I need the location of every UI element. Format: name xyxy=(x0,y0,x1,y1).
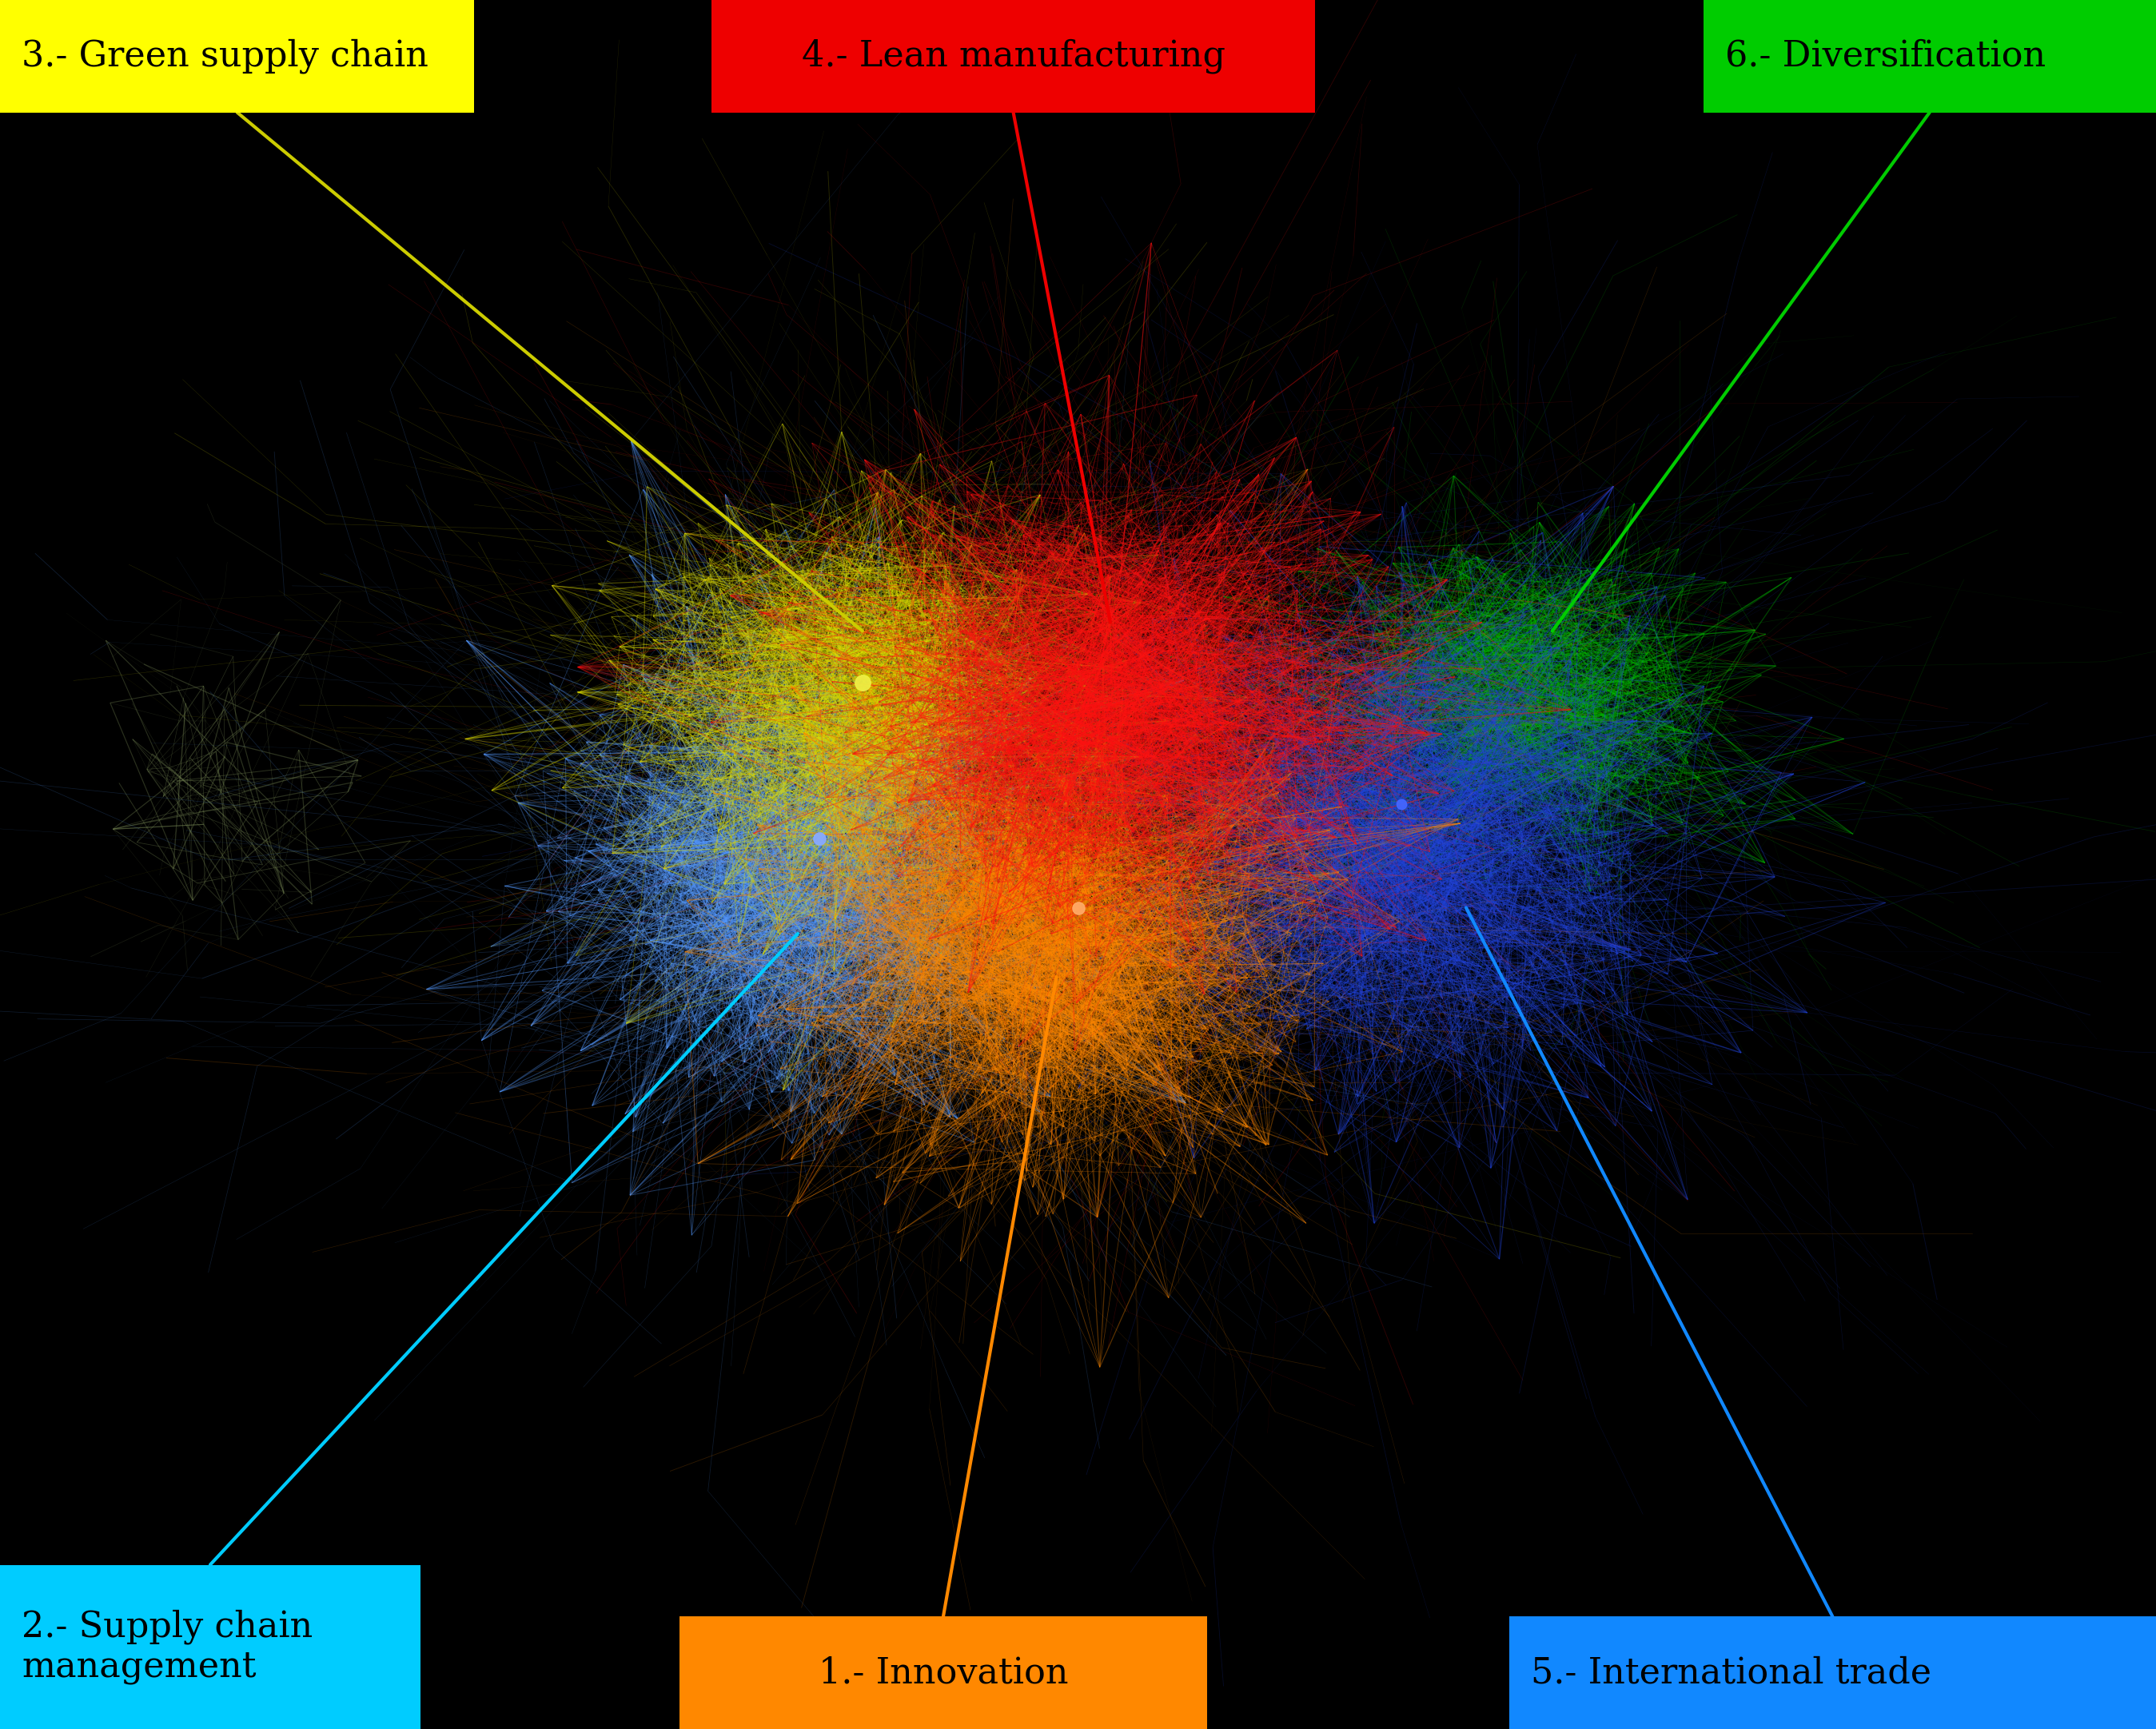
Text: 3.- Green supply chain: 3.- Green supply chain xyxy=(22,38,429,74)
FancyBboxPatch shape xyxy=(1703,0,2156,112)
Text: 4.- Lean manufacturing: 4.- Lean manufacturing xyxy=(802,38,1225,74)
Text: 2.- Supply chain
management: 2.- Supply chain management xyxy=(22,1610,313,1684)
Text: 1.- Innovation: 1.- Innovation xyxy=(819,1656,1067,1689)
FancyBboxPatch shape xyxy=(679,1617,1207,1729)
FancyBboxPatch shape xyxy=(711,0,1315,112)
Text: 6.- Diversification: 6.- Diversification xyxy=(1725,40,2046,73)
FancyBboxPatch shape xyxy=(1509,1617,2156,1729)
FancyBboxPatch shape xyxy=(0,0,474,112)
Text: 5.- International trade: 5.- International trade xyxy=(1531,1656,1932,1689)
FancyBboxPatch shape xyxy=(0,1565,420,1729)
